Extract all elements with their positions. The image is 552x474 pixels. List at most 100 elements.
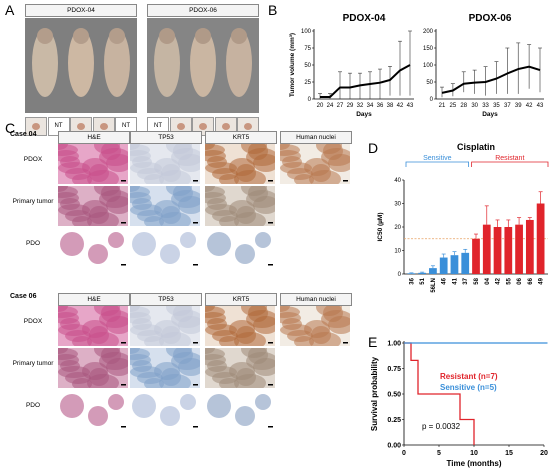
- x-tick-label: 41: [452, 277, 458, 284]
- tumor-specimen: [32, 123, 40, 130]
- x-tick-label: 36: [409, 277, 415, 284]
- x-axis-title: Days: [482, 111, 498, 118]
- organoid: [160, 244, 180, 264]
- case-label: Case 04: [10, 131, 37, 138]
- column-header: H&E: [58, 131, 130, 144]
- tissue-region: [178, 154, 200, 172]
- tissue-region: [219, 216, 239, 226]
- y-tick-label: 40: [394, 178, 401, 184]
- tissue-region: [106, 196, 128, 214]
- scale-bar: [121, 384, 126, 386]
- tissue-region: [253, 316, 275, 334]
- x-tick-label: 20: [317, 103, 324, 109]
- scale-bar: [268, 342, 273, 344]
- tissue-region: [219, 378, 239, 388]
- column-header: KRT5: [205, 131, 277, 144]
- x-tick-label: 27: [337, 103, 344, 109]
- x-tick-label: 5: [437, 450, 441, 457]
- histology-image: [205, 306, 275, 346]
- survival-curve: [404, 342, 475, 445]
- histology-image: [130, 348, 200, 388]
- tissue-region: [253, 154, 275, 172]
- y-axis-title: Survival probability: [370, 356, 379, 431]
- histology-image: [205, 348, 275, 388]
- chart-title: Cisplatin: [457, 142, 495, 152]
- histology-image: [58, 348, 128, 388]
- group-label: Sensitive: [423, 155, 452, 162]
- x-tick-label: 28: [460, 103, 467, 109]
- histology-image: [58, 144, 128, 184]
- y-tick-label: 30: [394, 202, 401, 208]
- histology-texture: [58, 186, 128, 226]
- tumor-specimen: [99, 123, 108, 130]
- tissue-region: [87, 212, 119, 226]
- organoid: [108, 232, 124, 248]
- organoid: [235, 244, 255, 264]
- tumor-specimen: [244, 123, 252, 130]
- tissue-region: [178, 358, 200, 376]
- y-tick-label: 1.00: [387, 341, 401, 348]
- tissue-region: [309, 332, 341, 346]
- histology-texture: [205, 348, 275, 388]
- tissue-region: [253, 196, 275, 214]
- cisplatin-ic50-chart: Cisplatin 0 10 20 30 40 IC50 (µM) Sensitive Resi…: [377, 142, 549, 293]
- x-tick-label: 37: [463, 277, 469, 284]
- tissue-region: [234, 374, 266, 388]
- bar: [525, 219, 534, 274]
- histology-image: [58, 390, 128, 430]
- growth-chart-1: PDOX-06 0 50 100 150 200 21 25 28 30 33 35 37 39 42 43 D…: [423, 13, 544, 118]
- histology-texture: [60, 394, 126, 428]
- tissue-region: [253, 358, 275, 376]
- panel-label-c: C: [5, 120, 16, 136]
- tissue-region: [106, 316, 128, 334]
- mouse-photo: [25, 18, 137, 113]
- tissue-region: [87, 170, 119, 184]
- column-header: TP53: [130, 293, 202, 306]
- x-tick-label: 10: [470, 450, 478, 457]
- bar: [493, 227, 502, 274]
- tissue-region: [144, 174, 164, 184]
- bar: [472, 238, 480, 274]
- tissue-region: [178, 316, 200, 334]
- tissue-region: [106, 154, 128, 172]
- column-header: Human nuclei: [280, 293, 352, 306]
- histology-image: [130, 228, 200, 268]
- histology-texture: [207, 232, 273, 266]
- bar: [429, 268, 437, 274]
- organoid: [180, 232, 196, 248]
- scale-bar: [268, 222, 273, 224]
- case-label: Case 06: [10, 293, 37, 300]
- organoid: [255, 394, 271, 410]
- tissue-region: [328, 154, 350, 172]
- mouse-photo-art: [147, 18, 259, 113]
- column-header: Human nuclei: [280, 131, 352, 144]
- group-label-pdox04: PDOX-04: [25, 4, 137, 17]
- y-tick-label: 75: [304, 46, 311, 52]
- histology-texture: [205, 144, 275, 184]
- bar: [536, 203, 545, 274]
- tissue-region: [159, 374, 191, 388]
- legend-entry: Sensitive (n=5): [440, 383, 497, 392]
- histology-image: [58, 186, 128, 226]
- y-tick-label: 100: [301, 29, 312, 35]
- scale-bar: [343, 342, 348, 344]
- tissue-region: [87, 374, 119, 388]
- histology-image: [205, 144, 275, 184]
- column-header: TP53: [130, 131, 202, 144]
- x-axis-title: Time (months): [447, 459, 502, 468]
- chart-title: PDOX-04: [343, 13, 386, 24]
- histology-image: [205, 186, 275, 226]
- scale-bar: [193, 222, 198, 224]
- group-label-pdox06: PDOX-06: [147, 4, 259, 17]
- histology-texture: [130, 348, 200, 388]
- scale-bar: [121, 342, 126, 344]
- histology-texture: [58, 348, 128, 388]
- histology-image: [280, 306, 350, 346]
- tissue-region: [72, 174, 92, 184]
- tissue-region: [178, 196, 200, 214]
- tissue-region: [144, 216, 164, 226]
- growth-chart-0: PDOX-04 0 25 50 75 100 20 24 27 29 32 34 36 38 42 43 Day…: [289, 13, 414, 118]
- column-header: KRT5: [205, 293, 277, 306]
- y-tick-label: 0.25: [387, 417, 401, 424]
- x-tick-label: 0: [402, 450, 406, 457]
